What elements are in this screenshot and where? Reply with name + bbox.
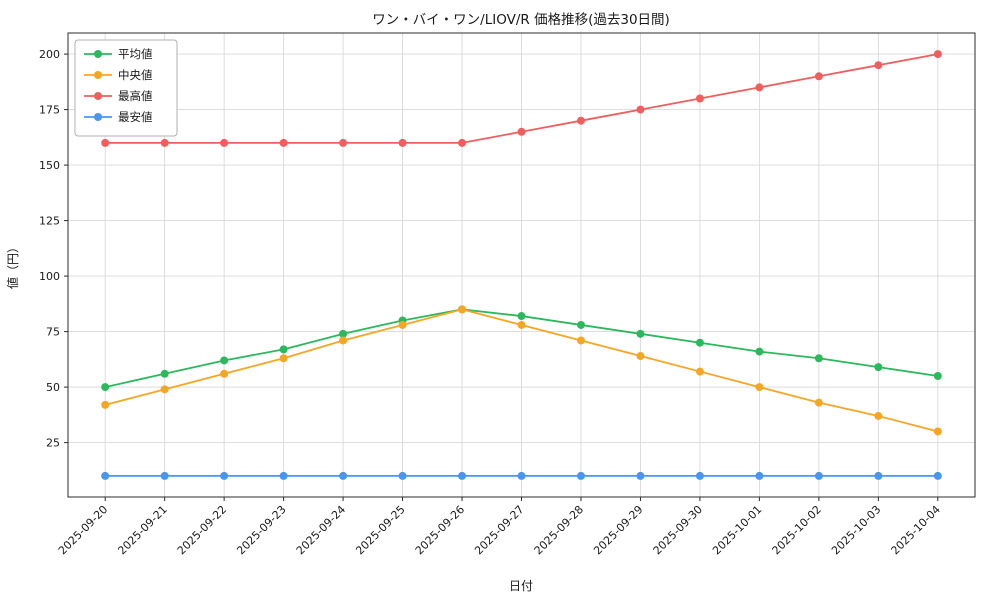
legend-marker [94,71,102,79]
series-marker [458,471,467,480]
series-marker [398,320,407,329]
series-marker [279,345,288,354]
x-tick-label: 2025-09-29 [591,503,645,557]
series-marker [279,471,288,480]
x-tick-label: 2025-10-03 [829,503,883,557]
series-marker [339,138,348,147]
series-marker [814,72,823,81]
x-tick-label: 2025-10-04 [889,503,943,557]
legend-item-label: 中央値 [118,68,153,82]
series-marker [101,400,110,409]
legend-item-label: 最安値 [118,110,153,124]
y-tick-label: 25 [46,436,60,449]
series-marker [933,427,942,436]
series-marker [814,354,823,363]
series-marker [339,471,348,480]
series-marker [695,471,704,480]
series-marker [160,369,169,378]
x-tick-label: 2025-09-28 [532,503,586,557]
series-marker [576,320,585,329]
series-marker [933,372,942,381]
legend-box [74,39,178,137]
legend-item-label: 最高値 [118,89,153,103]
x-axis-label: 日付 [509,579,533,593]
series-marker [517,320,526,329]
series-marker [695,367,704,376]
series-marker [398,138,407,147]
series-marker [814,398,823,407]
y-tick-label: 50 [46,381,60,394]
x-tick-label: 2025-09-27 [472,503,526,557]
chart-title: ワン・バイ・ワン/LIOV/R 価格推移(過去30日間) [372,12,670,28]
series-marker [933,50,942,59]
x-tick-label: 2025-09-22 [175,503,229,557]
series-marker [220,356,229,365]
series-marker [636,329,645,338]
legend-item-label: 平均値 [118,47,153,61]
series-marker [576,336,585,345]
series-marker [874,471,883,480]
series-marker [339,329,348,338]
series-marker [636,105,645,114]
y-tick-label: 100 [39,270,60,283]
series-marker [576,116,585,125]
series-marker [517,312,526,321]
series-marker [755,383,764,392]
y-axis-label: 値（円） [5,241,20,289]
series-marker [220,369,229,378]
x-tick-label: 2025-09-23 [234,503,288,557]
series-marker [458,138,467,147]
y-tick-label: 175 [39,103,60,116]
legend-marker [94,113,102,121]
x-tick-label: 2025-09-30 [651,503,705,557]
series-marker [160,471,169,480]
series-marker [755,83,764,92]
series-marker [458,305,467,314]
y-tick-label: 150 [39,159,60,172]
series-marker [279,354,288,363]
series-marker [160,385,169,394]
x-tick-label: 2025-09-26 [413,503,467,557]
series-marker [755,471,764,480]
x-tick-label: 2025-09-21 [115,503,169,557]
y-tick-label: 75 [46,325,60,338]
series-marker [636,471,645,480]
y-tick-label: 125 [39,214,60,227]
series-marker [933,471,942,480]
x-tick-label: 2025-10-02 [770,503,824,557]
series-marker [576,471,585,480]
series-marker [220,471,229,480]
series-marker [101,471,110,480]
series-marker [398,471,407,480]
series-marker [517,127,526,136]
series-marker [636,352,645,361]
legend-marker [94,92,102,100]
series-marker [279,138,288,147]
legend-marker [94,50,102,58]
y-tick-label: 200 [39,48,60,61]
series-marker [101,138,110,147]
series-marker [755,347,764,356]
x-tick-label: 2025-09-20 [56,503,110,557]
series-marker [339,336,348,345]
series-marker [814,471,823,480]
series-marker [874,411,883,420]
x-tick-label: 2025-10-01 [710,503,764,557]
series-marker [517,471,526,480]
x-tick-label: 2025-09-25 [353,503,407,557]
x-tick-label: 2025-09-24 [294,503,348,557]
series-marker [874,363,883,372]
series-marker [874,61,883,70]
series-marker [160,138,169,147]
series-marker [695,94,704,103]
series-marker [220,138,229,147]
series-marker [695,338,704,347]
series-marker [101,383,110,392]
